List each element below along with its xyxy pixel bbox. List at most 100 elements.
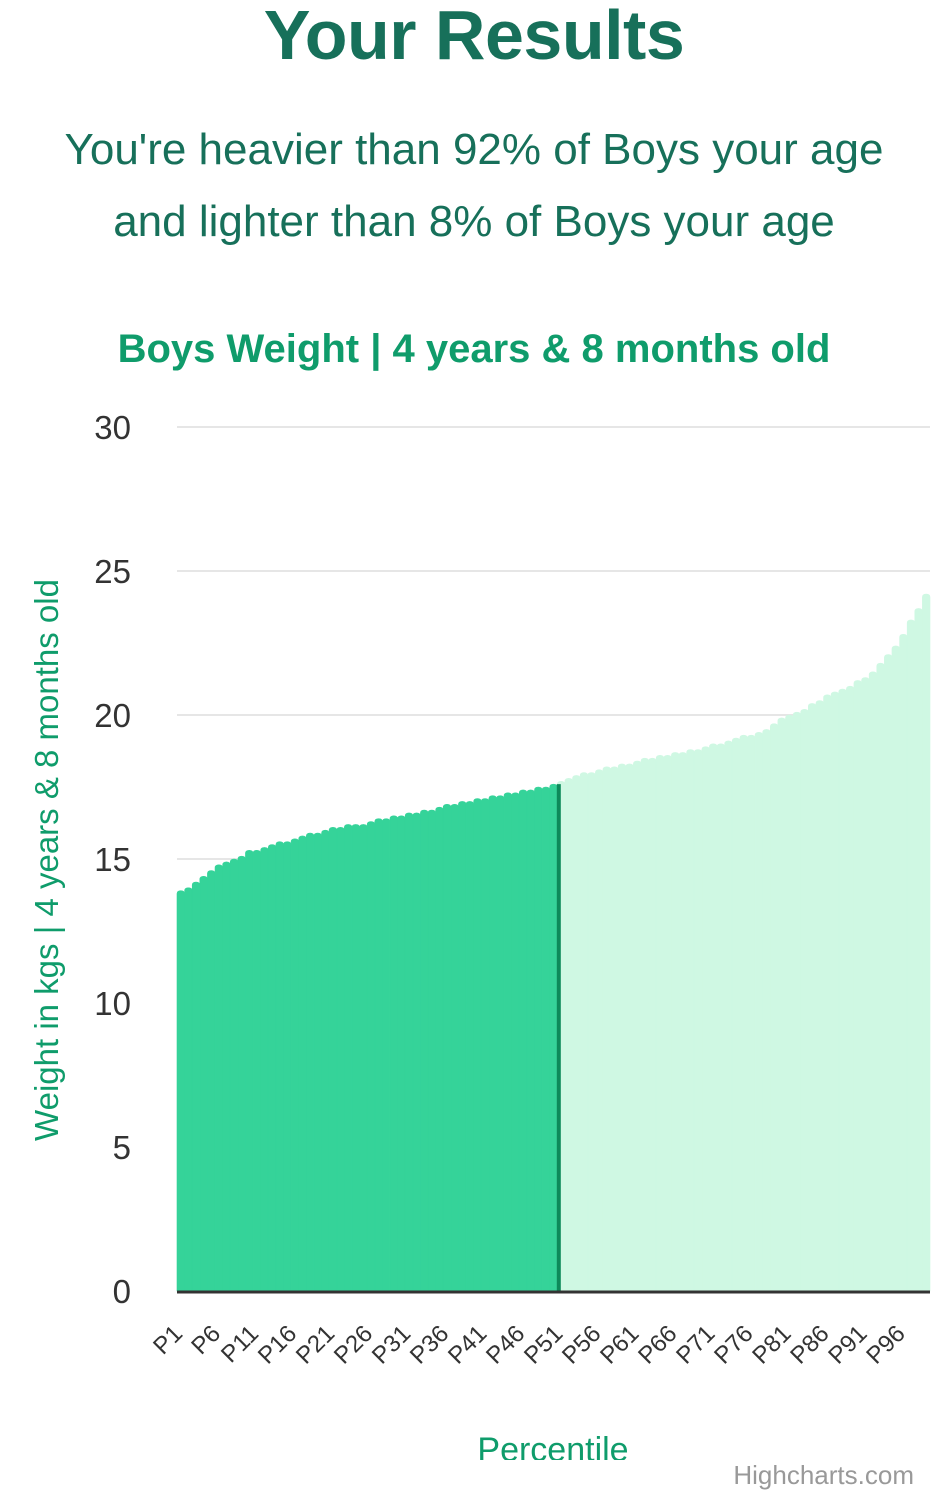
bar [214, 864, 223, 1292]
y-axis-title: Weight in kgs | 4 years & 8 months old [28, 579, 65, 1141]
bar [427, 809, 436, 1292]
bar [366, 821, 376, 1292]
x-axis-title: Percentile [477, 1431, 628, 1460]
page-title: Your Results [263, 0, 685, 74]
bar [252, 850, 261, 1292]
x-tick-label: P96 [861, 1320, 910, 1369]
bar [785, 714, 794, 1292]
bar [724, 740, 733, 1292]
bar [655, 755, 665, 1292]
bar [229, 858, 239, 1292]
bar [640, 757, 649, 1292]
bar [595, 769, 604, 1292]
y-tick-label: 0 [113, 1273, 131, 1310]
bar [564, 778, 573, 1292]
y-tick-label: 30 [94, 409, 131, 446]
result-summary-line-2: and lighter than 8% of Boys your age [113, 197, 835, 246]
x-tick-label: P46 [481, 1320, 530, 1369]
x-tick-label: P16 [253, 1320, 302, 1369]
bar [579, 772, 589, 1292]
bar [701, 746, 710, 1292]
bar [306, 832, 315, 1292]
bar [450, 803, 459, 1292]
bar [199, 875, 208, 1292]
bar [922, 593, 931, 1292]
y-tick-label: 15 [94, 841, 131, 878]
x-tick-label: P31 [367, 1320, 416, 1369]
bar [754, 731, 763, 1292]
bar [435, 806, 444, 1292]
credits-link[interactable]: Highcharts.com [733, 1460, 914, 1490]
bar [861, 677, 870, 1292]
bar [617, 763, 627, 1292]
bar [747, 734, 756, 1292]
chart-title: Boys Weight | 4 years & 8 months old [118, 327, 831, 371]
bar [678, 752, 687, 1292]
bar [283, 841, 292, 1292]
bar [671, 752, 680, 1292]
bar [716, 743, 725, 1292]
bar [625, 763, 634, 1292]
bar [207, 870, 216, 1292]
bar [184, 887, 193, 1292]
x-tick-label: P71 [671, 1320, 720, 1369]
bar [541, 786, 550, 1292]
bar [488, 795, 497, 1292]
bar [328, 827, 338, 1292]
bar [237, 855, 246, 1292]
bar [914, 608, 923, 1292]
bar [389, 815, 398, 1292]
x-tick-label: P11 [216, 1320, 264, 1368]
result-summary-line-1: You're heavier than 92% of Boys your age [64, 125, 884, 174]
bar [480, 798, 490, 1292]
bar [663, 755, 672, 1292]
bar [693, 749, 703, 1292]
bars-above-user [557, 593, 931, 1292]
bars-below-user [176, 783, 558, 1292]
bar [709, 743, 718, 1292]
bar [792, 711, 801, 1292]
x-tick-label: P26 [329, 1320, 378, 1369]
bar [382, 818, 391, 1292]
x-tick-label: P61 [595, 1320, 644, 1369]
bar [526, 789, 535, 1292]
bar [290, 838, 299, 1292]
bar [762, 729, 771, 1292]
bar [442, 803, 452, 1292]
bar [731, 737, 741, 1292]
x-axis-labels: P1P6P11P16P21P26P31P36P41P46P51P56P61P66… [148, 1320, 910, 1369]
bar [830, 691, 840, 1292]
bar [610, 766, 619, 1292]
bar [275, 841, 284, 1292]
bar [769, 723, 779, 1292]
bar [374, 818, 383, 1292]
bar [191, 881, 201, 1292]
bar [587, 772, 596, 1292]
bar [572, 775, 581, 1292]
x-tick-label: P81 [747, 1320, 796, 1369]
bar [260, 847, 269, 1292]
bar [777, 717, 786, 1292]
bar [351, 824, 360, 1292]
bar [336, 827, 345, 1292]
x-tick-label: P66 [633, 1320, 682, 1369]
y-tick-label: 20 [94, 697, 131, 734]
bar [404, 812, 414, 1292]
bar [420, 809, 429, 1292]
bar [176, 890, 185, 1292]
bar [891, 645, 900, 1292]
x-tick-label: P1 [148, 1320, 188, 1360]
y-tick-label: 10 [94, 985, 131, 1022]
bar [602, 766, 611, 1292]
bar [222, 861, 231, 1292]
bar [853, 680, 862, 1292]
y-tick-label: 5 [113, 1129, 131, 1166]
bar [838, 688, 847, 1292]
bar [518, 789, 528, 1292]
bar [906, 619, 916, 1292]
bar [633, 760, 642, 1292]
bar [397, 815, 406, 1292]
bar [868, 671, 878, 1292]
bar [549, 783, 558, 1292]
bar [823, 694, 832, 1292]
